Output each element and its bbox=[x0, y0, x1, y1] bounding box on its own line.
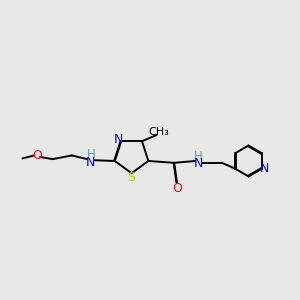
Text: N: N bbox=[86, 156, 96, 169]
Text: N: N bbox=[114, 133, 123, 146]
Text: H: H bbox=[194, 150, 203, 163]
Text: N: N bbox=[194, 158, 203, 170]
Text: H: H bbox=[86, 148, 95, 161]
Text: N: N bbox=[260, 162, 269, 175]
Text: O: O bbox=[172, 182, 182, 195]
Text: CH₃: CH₃ bbox=[148, 127, 169, 137]
Text: O: O bbox=[32, 149, 42, 162]
Text: S: S bbox=[127, 171, 135, 184]
